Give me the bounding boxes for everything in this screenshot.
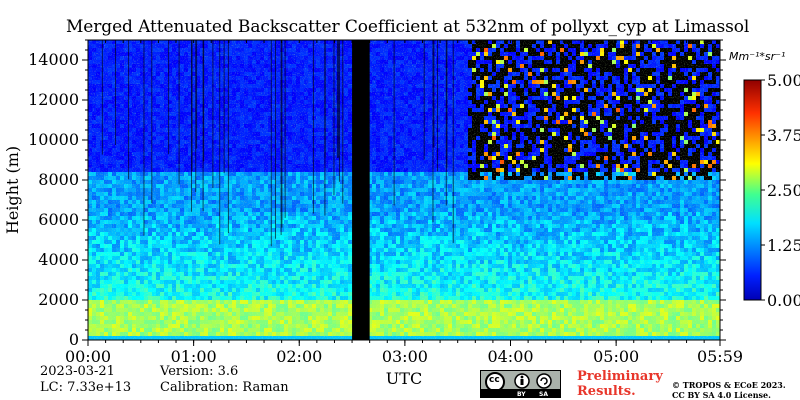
preliminary-label: Preliminary Results. xyxy=(577,369,663,399)
x-tick-label: 00:00 xyxy=(65,347,111,366)
y-tick-label: 6000 xyxy=(38,210,79,229)
chart-title: Merged Attenuated Backscatter Coefficien… xyxy=(66,17,750,37)
calibration-label: Calibration: Raman xyxy=(160,380,289,395)
colorbar-tick-label: 2.50 xyxy=(767,181,800,200)
heatmap-speckle xyxy=(88,40,720,340)
colorbar-layer: 0.00 1.25 2.50 3.75 5.00 Mm⁻¹*sr⁻¹ xyxy=(729,50,800,310)
y-tick-label: 10000 xyxy=(28,130,79,149)
y-tick-label: 8000 xyxy=(38,170,79,189)
colorbar xyxy=(743,79,762,301)
x-tick-label: 05:00 xyxy=(593,347,639,366)
x-tick-label: 03:00 xyxy=(382,347,428,366)
copyright-line2: CC BY SA 4.0 License. xyxy=(672,390,771,400)
preliminary-line1: Preliminary xyxy=(577,369,663,384)
x-axis-label: UTC xyxy=(386,369,422,388)
x-tick-label: 01:00 xyxy=(171,347,217,366)
colorbar-tick-label: 3.75 xyxy=(767,126,800,145)
preliminary-line2: Results. xyxy=(577,384,636,399)
heatmap-layer xyxy=(88,40,720,340)
x-tick-label: 04:00 xyxy=(487,347,533,366)
y-tick-label: 0 xyxy=(69,330,79,349)
y-tick-label: 2000 xyxy=(38,290,79,309)
cc-badge-bar: BY SA xyxy=(481,389,560,398)
y-tick-label: 4000 xyxy=(38,250,79,269)
lc-label: LC: 7.33e+13 xyxy=(40,380,132,395)
version-label: Version: 3.6 xyxy=(160,364,239,379)
colorbar-tick-label: 0.00 xyxy=(767,291,800,310)
by-icon: BY xyxy=(517,391,526,398)
copyright-line1: © TROPOS & ECoE 2023. xyxy=(672,380,786,390)
axes-layer: 00:00 01:00 02:00 03:00 04:00 05:00 05:59 0 2000… xyxy=(3,39,743,388)
data-gap xyxy=(352,40,370,340)
heatmap-streaks xyxy=(101,40,454,247)
colorbar-tick-label: 1.25 xyxy=(767,236,800,255)
cc-by-sa-badge: cc BY SA xyxy=(480,370,561,398)
sa-icon: SA xyxy=(539,391,548,398)
colorbar-unit-label: Mm⁻¹*sr⁻¹ xyxy=(729,50,785,63)
y-tick-label: 12000 xyxy=(28,90,79,109)
y-tick-label: 14000 xyxy=(28,50,79,69)
date-label: 2023-03-21 xyxy=(40,364,115,379)
x-tick-label: 02:00 xyxy=(276,347,322,366)
copyright-label: © TROPOS & ECoE 2023. CC BY SA 4.0 Licen… xyxy=(672,380,786,400)
y-axis-label: Height (m) xyxy=(3,146,22,234)
colorbar-tick-label: 5.00 xyxy=(767,71,800,90)
cc-icon: cc xyxy=(489,375,500,385)
x-tick-label: 05:59 xyxy=(697,347,743,366)
